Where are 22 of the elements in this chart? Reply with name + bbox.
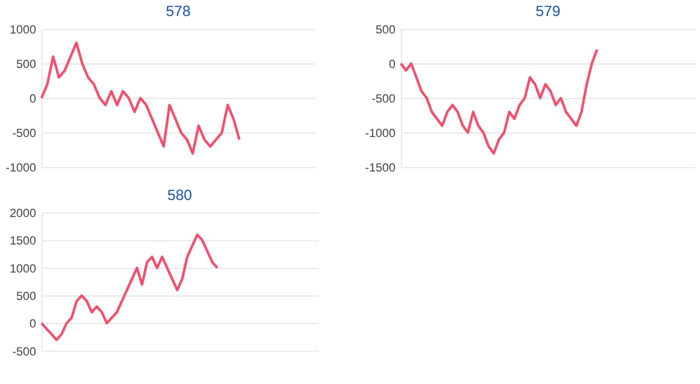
y-tick-label: 1000 (10, 22, 36, 36)
y-tick-label: 1500 (10, 234, 36, 248)
chart-title: 579 (536, 4, 560, 20)
y-tick-label: 500 (16, 288, 36, 303)
y-tick-label: 0 (388, 56, 396, 71)
y-tick-label: -1500 (365, 160, 396, 175)
y-tick-label: 500 (16, 56, 36, 71)
y-tick-label: -1000 (365, 126, 396, 140)
y-tick-label: -500 (12, 344, 36, 358)
y-tick-label: -500 (12, 126, 36, 140)
y-tick-label: -500 (372, 92, 396, 106)
y-tick-label: 2000 (10, 206, 36, 220)
y-tick-label: 500 (376, 22, 396, 36)
y-tick-label: -1000 (6, 160, 36, 175)
line-series (400, 48, 598, 155)
line-series (40, 233, 219, 341)
y-tick-label: 0 (29, 316, 36, 331)
chart-title: 580 (167, 188, 192, 204)
y-tick-label: 1000 (10, 261, 36, 276)
y-tick-label: 0 (29, 92, 36, 106)
chart-title: 578 (166, 4, 191, 20)
line-series (40, 42, 241, 155)
